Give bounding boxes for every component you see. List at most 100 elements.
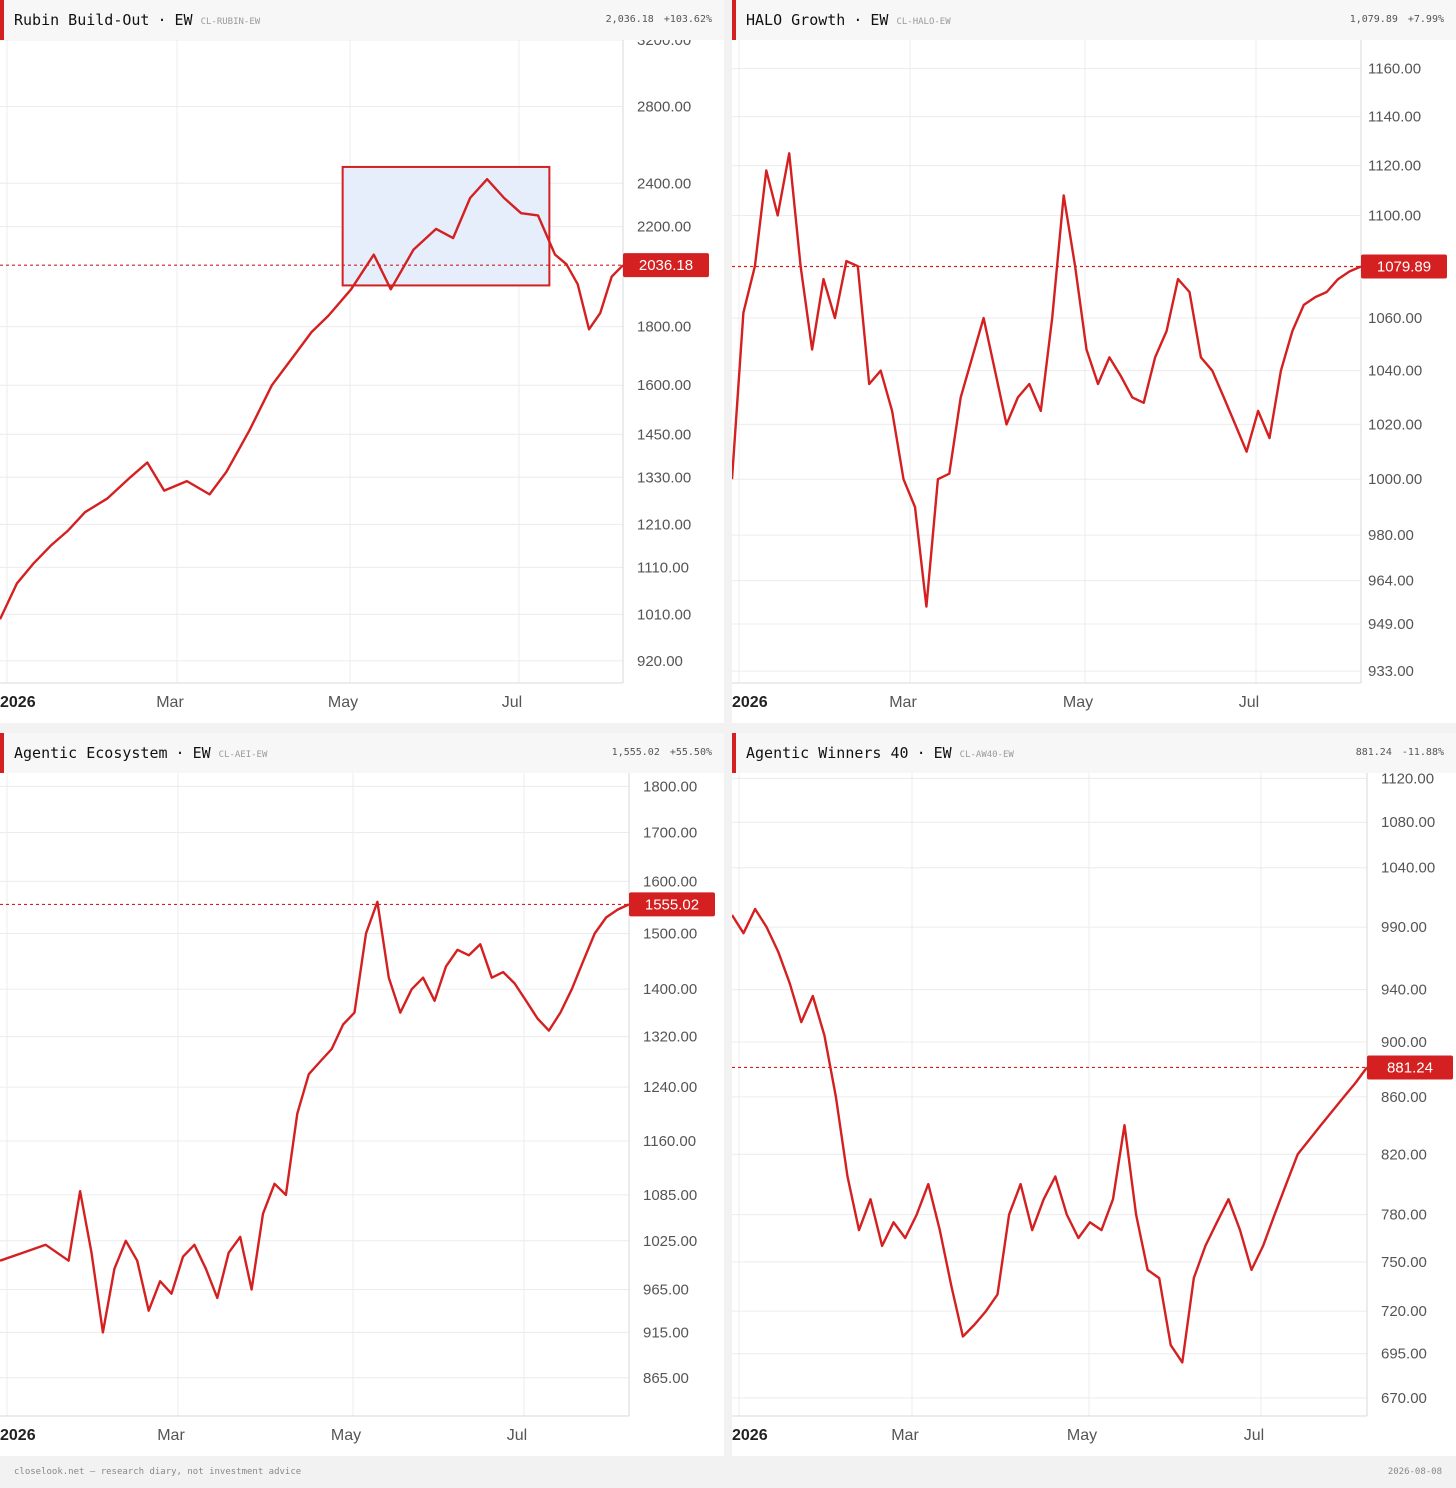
y-tick-label: 900.00 xyxy=(1381,1034,1427,1051)
y-tick-label: 1100.00 xyxy=(1368,207,1421,224)
y-tick-label: 1085.00 xyxy=(643,1187,697,1204)
percent-change: +103.62% xyxy=(663,14,712,25)
y-tick-label: 915.00 xyxy=(643,1324,689,1341)
series-line[interactable] xyxy=(0,177,624,620)
y-tick-label: 1140.00 xyxy=(1368,109,1421,126)
weighting-label: EW xyxy=(870,11,889,29)
price-badge xyxy=(629,892,715,917)
header-stats: 2,036.18 +103.62% xyxy=(606,14,712,25)
x-tick-label: May xyxy=(328,694,358,711)
y-tick-label: 1500.00 xyxy=(643,925,697,942)
x-tick-label: 2026 xyxy=(0,694,36,711)
y-tick-label: 990.00 xyxy=(1381,919,1427,936)
y-tick-label: 780.00 xyxy=(1381,1207,1427,1224)
y-tick-label: 1010.00 xyxy=(637,606,691,623)
last-value: 2,036.18 xyxy=(605,14,654,25)
chart-panel-agentic-winners: Agentic Winners 40 · EW CL-AW40-EW 881.24 -1… xyxy=(732,733,1456,1456)
weighting-label: EW xyxy=(933,744,952,762)
title-separator: · xyxy=(157,11,167,29)
index-code: CL-AW40-EW xyxy=(959,750,1014,760)
series-line[interactable] xyxy=(0,900,630,1334)
y-tick-label: 1210.00 xyxy=(637,516,691,533)
line-chart[interactable]: 933.00 949.00 964.00 980.00 1000.00 1020.00 10… xyxy=(732,40,1456,723)
chart-header: HALO Growth · EW CL-HALO-EW 1,079.89 +7.99% xyxy=(732,0,1456,40)
highlight-box xyxy=(341,165,551,287)
y-tick-label: 1040.00 xyxy=(1368,363,1422,380)
y-tick-label: 695.00 xyxy=(1381,1346,1427,1363)
y-tick-label: 670.00 xyxy=(1381,1390,1427,1407)
x-tick-label: Mar xyxy=(157,1427,185,1444)
y-tick-label: 949.00 xyxy=(1368,616,1414,633)
series-line[interactable] xyxy=(732,152,1362,608)
x-tick-label: May xyxy=(331,1427,361,1444)
y-tick-label: 1110.00 xyxy=(637,559,689,576)
index-code: CL-HALO-EW xyxy=(896,17,951,27)
chart-panel-halo: HALO Growth · EW CL-HALO-EW 1,079.89 +7.99% … xyxy=(732,0,1456,723)
y-tick-label: 940.00 xyxy=(1381,982,1427,999)
y-tick-label: 1040.00 xyxy=(1381,860,1435,877)
y-tick-label: 1330.00 xyxy=(637,469,691,486)
title-separator: · xyxy=(853,11,863,29)
last-value: 1,555.02 xyxy=(611,747,660,758)
index-code: CL-AEI-EW xyxy=(218,750,268,760)
y-tick-label: 1160.00 xyxy=(643,1133,696,1150)
x-tick-label: Jul xyxy=(1239,694,1259,711)
y-tick-label: 1000.00 xyxy=(1368,471,1422,488)
chart-panel-rubin: Rubin Build-Out · EW CL-RUBIN-EW 2,036.18 +1… xyxy=(0,0,724,723)
y-tick-label: 865.00 xyxy=(643,1370,689,1387)
y-tick-label: 1450.00 xyxy=(637,426,691,443)
chart-panel-agentic-ecosystem: Agentic Ecosystem · EW CL-AEI-EW 1,555.02 +5… xyxy=(0,733,724,1456)
line-chart[interactable]: 920.00 1010.00 1110.00 1210.00 1330.00 1450.0… xyxy=(0,40,724,723)
y-tick-label: 1800.00 xyxy=(643,778,697,795)
footer-disclaimer: closelook.net — research diary, not inve… xyxy=(14,1467,302,1477)
last-value: 881.24 xyxy=(1355,747,1392,758)
title-separator: · xyxy=(175,744,185,762)
chart-title: HALO Growth · EW CL-HALO-EW xyxy=(746,11,951,29)
index-code: CL-RUBIN-EW xyxy=(200,17,261,27)
header-stats: 881.24 -11.88% xyxy=(1356,747,1444,758)
header-stats: 1,079.89 +7.99% xyxy=(1350,14,1444,25)
header-stats: 1,555.02 +55.50% xyxy=(612,747,712,758)
index-name: Agentic Ecosystem xyxy=(14,744,168,762)
price-badge xyxy=(1367,1055,1453,1080)
price-badge xyxy=(623,253,709,278)
x-tick-label: Mar xyxy=(891,1427,919,1444)
y-tick-label: 820.00 xyxy=(1381,1146,1427,1163)
y-tick-label: 3200.00 xyxy=(637,40,691,49)
x-tick-label: Mar xyxy=(889,694,917,711)
x-tick-label: Jul xyxy=(1244,1427,1264,1444)
index-name: Agentic Winners 40 xyxy=(746,744,909,762)
index-name: HALO Growth xyxy=(746,11,846,29)
title-separator: · xyxy=(916,744,926,762)
weighting-label: EW xyxy=(192,744,211,762)
percent-change: +55.50% xyxy=(669,747,712,758)
x-tick-label: May xyxy=(1067,1427,1097,1444)
x-tick-label: Jul xyxy=(507,1427,527,1444)
y-tick-label: 2800.00 xyxy=(637,99,691,116)
price-badge-label: 1079.89 xyxy=(1377,259,1431,276)
price-badge-label: 2036.18 xyxy=(639,257,693,274)
y-tick-label: 860.00 xyxy=(1381,1089,1427,1106)
footer-date: 2026-08-08 xyxy=(1387,1467,1442,1477)
y-tick-label: 920.00 xyxy=(637,653,683,670)
line-chart[interactable]: 670.00 695.00 720.00 750.00 780.00 820.00 860.… xyxy=(732,773,1456,1456)
percent-change: -11.88% xyxy=(1401,747,1444,758)
x-tick-label: 2026 xyxy=(732,694,768,711)
line-chart[interactable]: 865.00 915.00 965.00 1025.00 1085.00 1160.00 1… xyxy=(0,773,724,1456)
chart-title: Agentic Winners 40 · EW CL-AW40-EW xyxy=(746,744,1014,762)
weighting-label: EW xyxy=(174,11,193,29)
y-tick-label: 980.00 xyxy=(1368,527,1414,544)
price-badge xyxy=(1361,254,1447,279)
chart-header: Agentic Ecosystem · EW CL-AEI-EW 1,555.02 +5… xyxy=(0,733,724,773)
y-tick-label: 1800.00 xyxy=(637,319,691,336)
x-tick-label: 2026 xyxy=(732,1427,768,1444)
y-tick-label: 720.00 xyxy=(1381,1303,1427,1320)
chart-title: Rubin Build-Out · EW CL-RUBIN-EW xyxy=(14,11,260,29)
y-tick-label: 1080.00 xyxy=(1381,814,1435,831)
chart-header: Rubin Build-Out · EW CL-RUBIN-EW 2,036.18 +1… xyxy=(0,0,724,40)
y-tick-label: 1120.00 xyxy=(1368,158,1421,175)
y-tick-label: 750.00 xyxy=(1381,1254,1427,1271)
y-tick-label: 2400.00 xyxy=(637,175,691,192)
series-line[interactable] xyxy=(732,907,1368,1364)
y-tick-label: 965.00 xyxy=(643,1281,689,1298)
